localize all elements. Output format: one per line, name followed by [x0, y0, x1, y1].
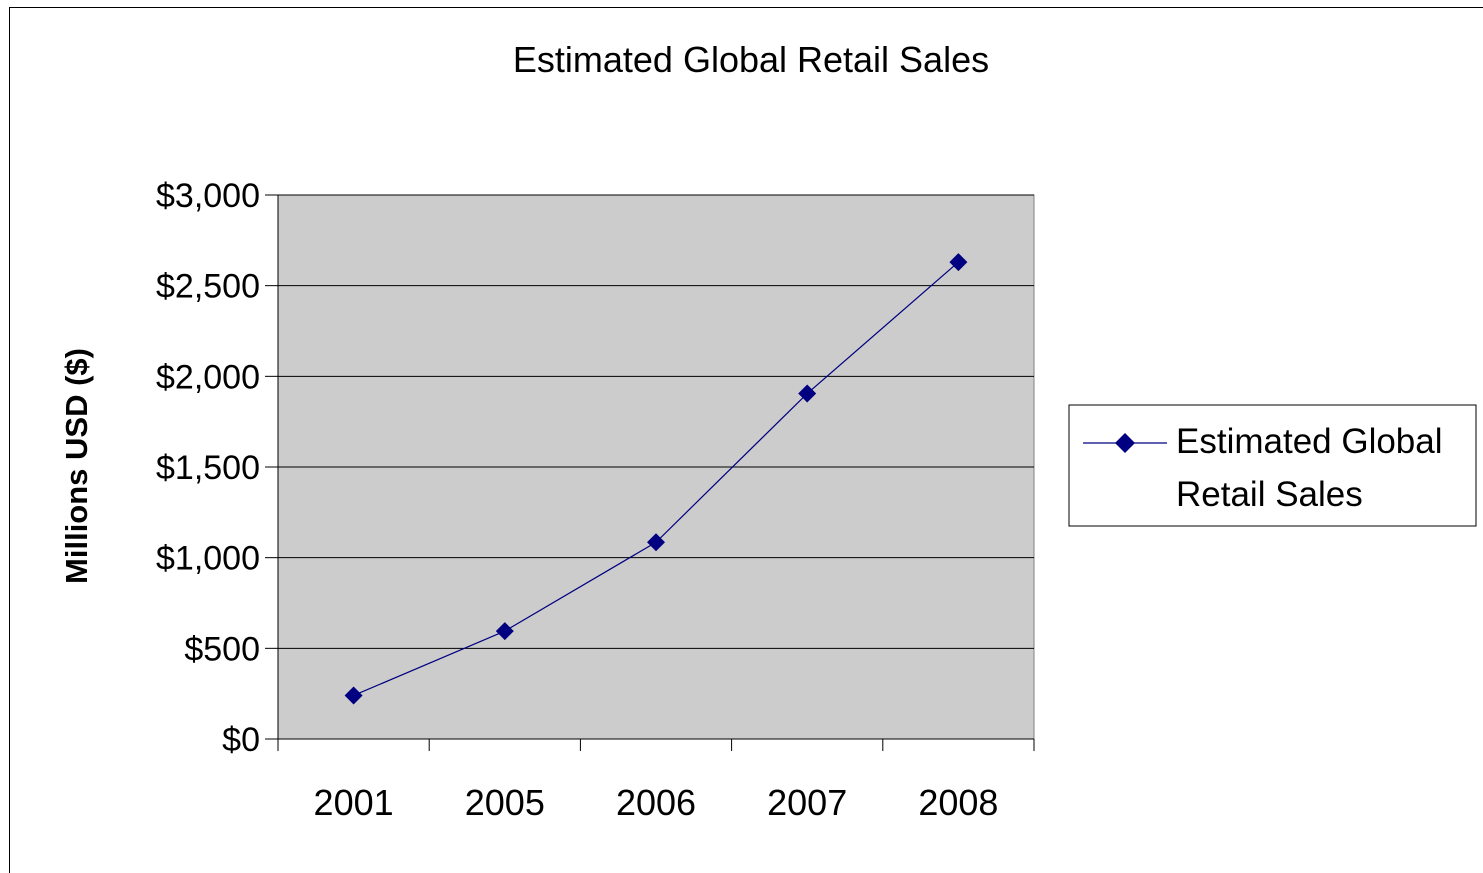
legend-label-line-2: Retail Sales	[1176, 475, 1363, 514]
y-tick-label: $2,500	[156, 268, 260, 306]
chart-frame	[9, 7, 1483, 873]
data-point	[647, 533, 665, 552]
y-tick-label: $3,000	[156, 177, 260, 215]
x-tick-label: 2007	[767, 782, 847, 823]
y-tick-label: $1,000	[156, 540, 260, 578]
x-tick-label: 2005	[465, 782, 545, 823]
legend-marker	[1115, 433, 1135, 453]
x-tick-label: 2006	[616, 782, 696, 823]
x-tick-label: 2001	[314, 782, 394, 823]
legend: Estimated Global Retail Sales	[1068, 404, 1477, 527]
chart-title: Estimated Global Retail Sales	[513, 39, 989, 80]
y-axis-label: Millions USD ($)	[59, 348, 94, 584]
data-point	[798, 384, 817, 403]
data-point	[949, 253, 968, 272]
legend-box	[1068, 404, 1477, 527]
y-tick-label: $500	[184, 630, 260, 668]
legend-label-line-1: Estimated Global	[1176, 422, 1443, 461]
plot-area: $0 $500 $1,000 $1,500 $2,000 $2,500 $3,000 2001…	[156, 177, 1035, 823]
x-tick-label: 2008	[918, 782, 998, 823]
data-point	[495, 622, 514, 641]
data-point	[344, 686, 363, 705]
y-tick-label: $0	[222, 721, 260, 759]
y-tick-label: $2,000	[156, 358, 260, 396]
y-tick-label: $1,500	[156, 449, 260, 487]
